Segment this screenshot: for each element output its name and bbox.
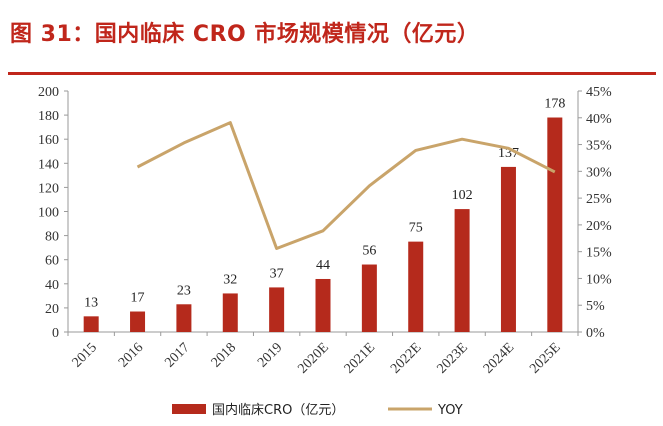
bar — [454, 209, 470, 332]
x-tick-label: 2017 — [162, 340, 192, 370]
bar — [500, 166, 516, 332]
left-tick-label: 60 — [45, 254, 59, 269]
right-tick-label: 35% — [586, 139, 612, 154]
bar-value-label: 178 — [544, 97, 565, 112]
left-tick-label: 100 — [38, 206, 59, 221]
bar — [222, 293, 238, 332]
x-tick-label: 2022E — [388, 340, 424, 376]
right-tick-label: 15% — [586, 246, 612, 261]
bar — [547, 117, 563, 332]
title-underline — [8, 72, 656, 75]
yoy-line — [136, 121, 556, 250]
bar-value-label: 32 — [223, 272, 237, 287]
left-tick-label: 180 — [38, 109, 59, 124]
bar-value-label: 13 — [84, 295, 98, 310]
right-tick-label: 20% — [586, 219, 612, 234]
bar — [408, 241, 424, 332]
right-tick-label: 10% — [586, 272, 612, 287]
x-tick-label: 2020E — [295, 340, 331, 376]
bar — [315, 278, 331, 332]
legend-line-label: YOY — [437, 403, 463, 418]
left-tick-label: 200 — [38, 85, 59, 100]
right-tick-label: 5% — [586, 299, 605, 314]
left-tick-label: 120 — [38, 181, 59, 196]
left-tick-label: 40 — [45, 278, 59, 293]
right-tick-label: 0% — [586, 326, 605, 341]
legend-bar-swatch — [172, 404, 206, 414]
bar-value-label: 23 — [177, 283, 191, 298]
bar-value-label: 102 — [452, 188, 473, 203]
x-tick-label: 2019 — [255, 340, 285, 370]
bar — [176, 304, 192, 332]
x-tick-label: 2015 — [70, 340, 100, 370]
right-tick-label: 25% — [586, 192, 612, 207]
x-tick-label: 2018 — [209, 340, 239, 370]
bar-value-label: 37 — [270, 266, 284, 281]
bar-value-label: 44 — [316, 258, 330, 273]
bar-value-label: 17 — [131, 291, 145, 306]
x-tick-label: 2016 — [116, 340, 146, 370]
bar-value-label: 56 — [362, 244, 376, 259]
right-tick-label: 30% — [586, 165, 612, 180]
right-tick-label: 40% — [586, 112, 612, 127]
right-tick-label: 45% — [586, 85, 612, 100]
x-tick-label: 2021E — [342, 340, 378, 376]
x-tick-label: 2023E — [434, 340, 470, 376]
left-tick-label: 80 — [45, 230, 59, 245]
bar — [269, 287, 285, 332]
bar — [83, 316, 99, 332]
bar — [130, 311, 146, 332]
left-tick-label: 20 — [45, 302, 59, 317]
x-tick-label: 2025E — [527, 340, 563, 376]
left-tick-label: 140 — [38, 157, 59, 172]
left-tick-label: 0 — [52, 326, 59, 341]
bar-value-label: 75 — [409, 221, 423, 236]
legend-bar-label: 国内临床CRO（亿元） — [212, 402, 344, 418]
left-tick-label: 160 — [38, 133, 59, 148]
chart-title: 图 31：国内临床 CRO 市场规模情况（亿元） — [10, 22, 480, 47]
bar — [361, 264, 377, 332]
x-tick-label: 2024E — [481, 340, 517, 376]
